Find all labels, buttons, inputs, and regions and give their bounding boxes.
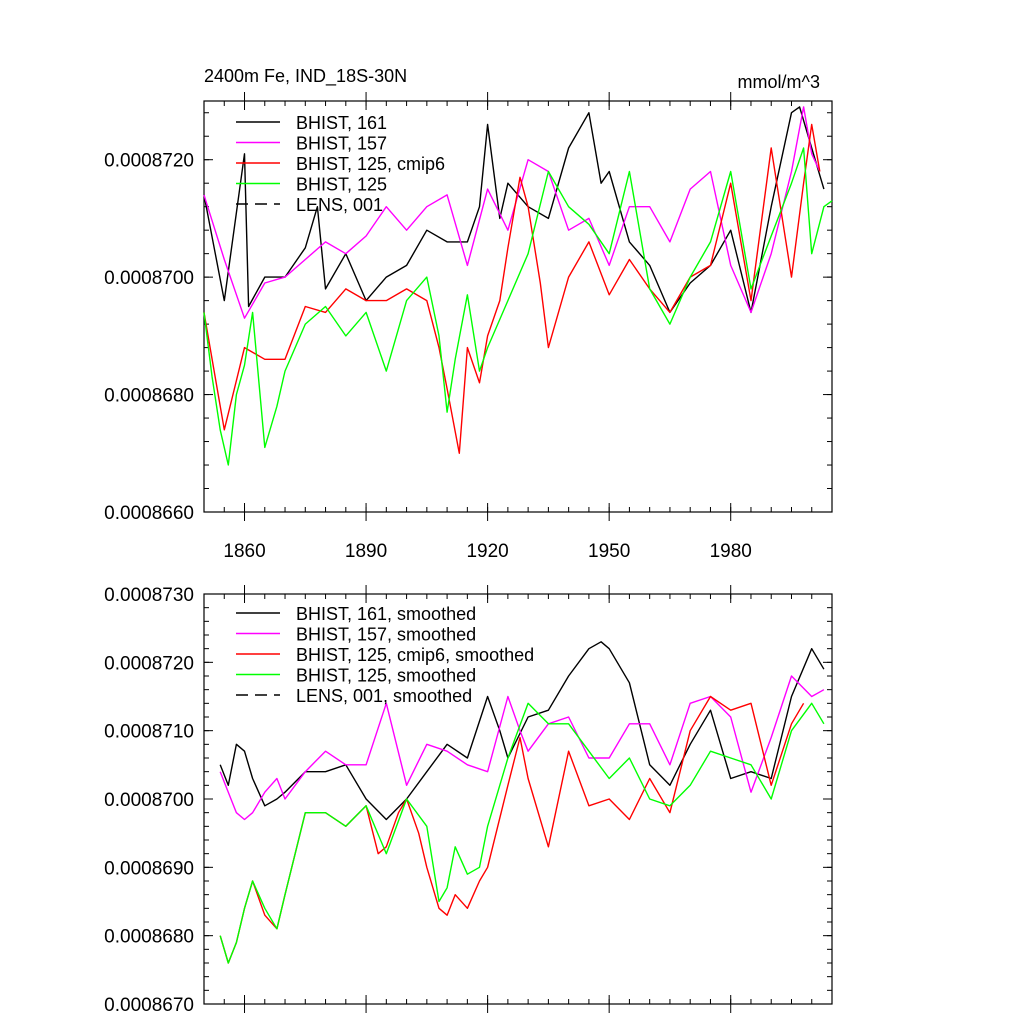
y-tick-label: 0.0008690 [104, 858, 194, 879]
legend-label: BHIST, 157, smoothed [296, 625, 476, 645]
legend-label: LENS, 001, smoothed [296, 686, 472, 706]
series-line [203, 106, 821, 319]
legend-label: BHIST, 161, smoothed [296, 604, 476, 624]
legend-label: BHIST, 125, smoothed [296, 666, 476, 686]
series-line [219, 702, 825, 964]
y-tick-label: 0.0008700 [104, 790, 194, 811]
legend-label: LENS, 001 [296, 195, 383, 215]
y-tick-label: 0.0008680 [104, 927, 194, 948]
series-line [219, 641, 825, 821]
x-tick-label: 1950 [588, 541, 630, 562]
y-tick-label: 0.0008720 [104, 653, 194, 674]
y-tick-label: 0.0008700 [104, 268, 194, 289]
y-tick-label: 0.0008660 [104, 503, 194, 524]
x-tick-label: 1890 [345, 541, 387, 562]
y-tick-label: 0.0008720 [104, 151, 194, 172]
y-tick-label: 0.0008710 [104, 722, 194, 743]
legend-label: BHIST, 125, cmip6, smoothed [296, 645, 534, 665]
legend-label: BHIST, 125 [296, 175, 387, 195]
series-line [219, 675, 825, 821]
chart-title: 2400m Fe, IND_18S-30N [204, 66, 407, 87]
plot-frame [203, 100, 833, 513]
bottom-panel: 0.0008670 0.0008680 0.0008690 0.0008700 0.00… [104, 585, 833, 1016]
series-line [219, 695, 805, 964]
x-tick-label: 1860 [223, 541, 265, 562]
units-label: mmol/m^3 [738, 72, 820, 92]
y-tick-label: 0.0008730 [104, 585, 194, 606]
series-line [203, 123, 821, 454]
legend-label: BHIST, 125, cmip6 [296, 154, 445, 174]
x-tick-label: 1980 [710, 541, 752, 562]
legend-label: BHIST, 161 [296, 113, 387, 133]
top-panel: 2400m Fe, IND_18S-30N mmol/m^3 0.0008660… [104, 66, 833, 562]
x-tick-label: 1920 [466, 541, 508, 562]
y-tick-label: 0.0008670 [104, 995, 194, 1016]
series-line [203, 106, 825, 314]
y-tick-label: 0.0008680 [104, 386, 194, 407]
legend-label: BHIST, 157 [296, 134, 387, 154]
series-line [203, 147, 833, 466]
